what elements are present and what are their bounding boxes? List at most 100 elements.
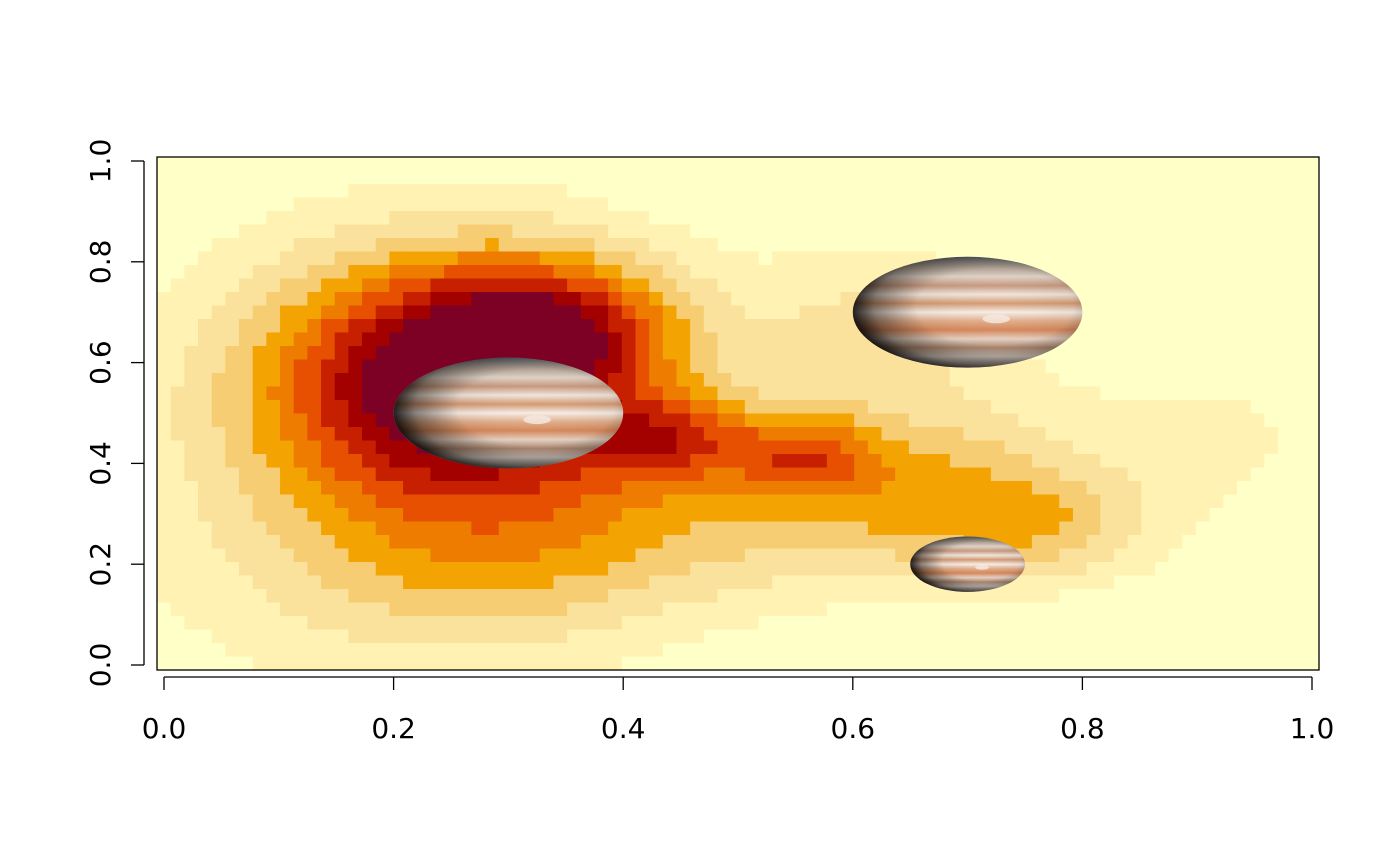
heatmap-cell [362, 494, 377, 509]
heatmap-cell [1250, 197, 1265, 212]
heatmap-cell [1100, 400, 1115, 415]
heatmap-cell [416, 170, 432, 185]
heatmap-cell [239, 170, 254, 185]
heatmap-cell [307, 427, 322, 442]
heatmap-cell [840, 332, 855, 347]
heatmap-cell [1168, 427, 1183, 442]
heatmap-cell [854, 616, 869, 631]
heatmap-cell [990, 440, 1006, 455]
heatmap-cell [170, 467, 185, 482]
heatmap-cell [416, 548, 432, 563]
heatmap-cell [1223, 616, 1238, 631]
heatmap-cell [881, 643, 896, 658]
heatmap-cell [1195, 224, 1211, 239]
heatmap-cell [403, 629, 418, 644]
heatmap-cell [608, 643, 623, 658]
heatmap-cell [498, 197, 514, 212]
heatmap-cell [225, 454, 240, 469]
heatmap-cell [813, 508, 828, 523]
heatmap-cell [731, 373, 746, 388]
heatmap-cell [457, 616, 473, 631]
heatmap-cell [690, 170, 705, 185]
heatmap-cell [293, 508, 308, 523]
heatmap-cell [334, 427, 349, 442]
heatmap-cell [608, 170, 623, 185]
heatmap-cell [703, 211, 719, 226]
heatmap-cell [444, 643, 459, 658]
heatmap-cell [826, 346, 842, 361]
heatmap-cell [977, 481, 992, 496]
heatmap-cell [375, 346, 390, 361]
heatmap-cell [266, 521, 281, 536]
heatmap-cell [826, 400, 842, 415]
heatmap-cell [703, 427, 719, 442]
heatmap-cell [444, 656, 459, 671]
heatmap-cell [1236, 211, 1252, 226]
heatmap-cell [457, 184, 473, 199]
heatmap-cell [198, 656, 213, 671]
heatmap-cell [717, 629, 732, 644]
heatmap-cell [1277, 211, 1293, 226]
heatmap-cell [785, 440, 801, 455]
heatmap-cell [1059, 589, 1074, 604]
heatmap-cell [1141, 629, 1156, 644]
heatmap-cell [1004, 643, 1019, 658]
heatmap-cell [198, 292, 213, 307]
y-tick-label: 0.4 [84, 441, 117, 486]
heatmap-cell [1236, 157, 1252, 172]
heatmap-cell [239, 602, 254, 617]
heatmap-cell [239, 400, 254, 415]
heatmap-cell [649, 481, 664, 496]
heatmap-cell [539, 278, 555, 293]
heatmap-cell [1086, 454, 1101, 469]
heatmap-cell [867, 211, 883, 226]
heatmap-cell [649, 238, 664, 253]
heatmap-cell [608, 616, 623, 631]
heatmap-cell [731, 494, 746, 509]
heatmap-cell [211, 373, 226, 388]
heatmap-cell [799, 292, 814, 307]
heatmap-cell [813, 589, 828, 604]
heatmap-cell [977, 413, 992, 428]
heatmap-cell [457, 629, 473, 644]
heatmap-cell [676, 589, 691, 604]
heatmap-cell [170, 413, 185, 428]
heatmap-cell [375, 494, 390, 509]
heatmap-cell [936, 238, 951, 253]
heatmap-cell [1209, 184, 1224, 199]
heatmap-cell [662, 292, 678, 307]
heatmap-cell [1291, 656, 1306, 671]
heatmap-cell [867, 535, 883, 550]
planet-image [393, 357, 624, 469]
heatmap-cell [430, 278, 445, 293]
heatmap-cell [635, 400, 650, 415]
heatmap-cell [690, 251, 705, 266]
heatmap-cell [717, 332, 732, 347]
heatmap-cell [594, 467, 609, 482]
heatmap-cell [198, 305, 213, 320]
heatmap-cell [690, 319, 705, 334]
heatmap-cell [198, 629, 213, 644]
heatmap-cell [1154, 400, 1170, 415]
heatmap-cell [334, 589, 349, 604]
heatmap-cell [416, 157, 432, 172]
heatmap-cell [676, 386, 691, 401]
heatmap-cell [307, 251, 322, 266]
heatmap-cell [690, 238, 705, 253]
heatmap-cell [1305, 656, 1320, 671]
heatmap-cell [608, 494, 623, 509]
heatmap-cell [321, 643, 336, 658]
heatmap-cell [662, 535, 678, 550]
heatmap-cell [1305, 319, 1320, 334]
heatmap-cell [635, 643, 650, 658]
heatmap-cell [854, 643, 869, 658]
heatmap-cell [567, 157, 582, 172]
heatmap-cell [1100, 427, 1115, 442]
heatmap-cell [293, 440, 308, 455]
heatmap-cell [813, 346, 828, 361]
heatmap-cell [334, 319, 349, 334]
heatmap-cell [266, 508, 281, 523]
heatmap-cell [1168, 602, 1183, 617]
heatmap-cell [252, 602, 267, 617]
heatmap-cell [252, 224, 267, 239]
